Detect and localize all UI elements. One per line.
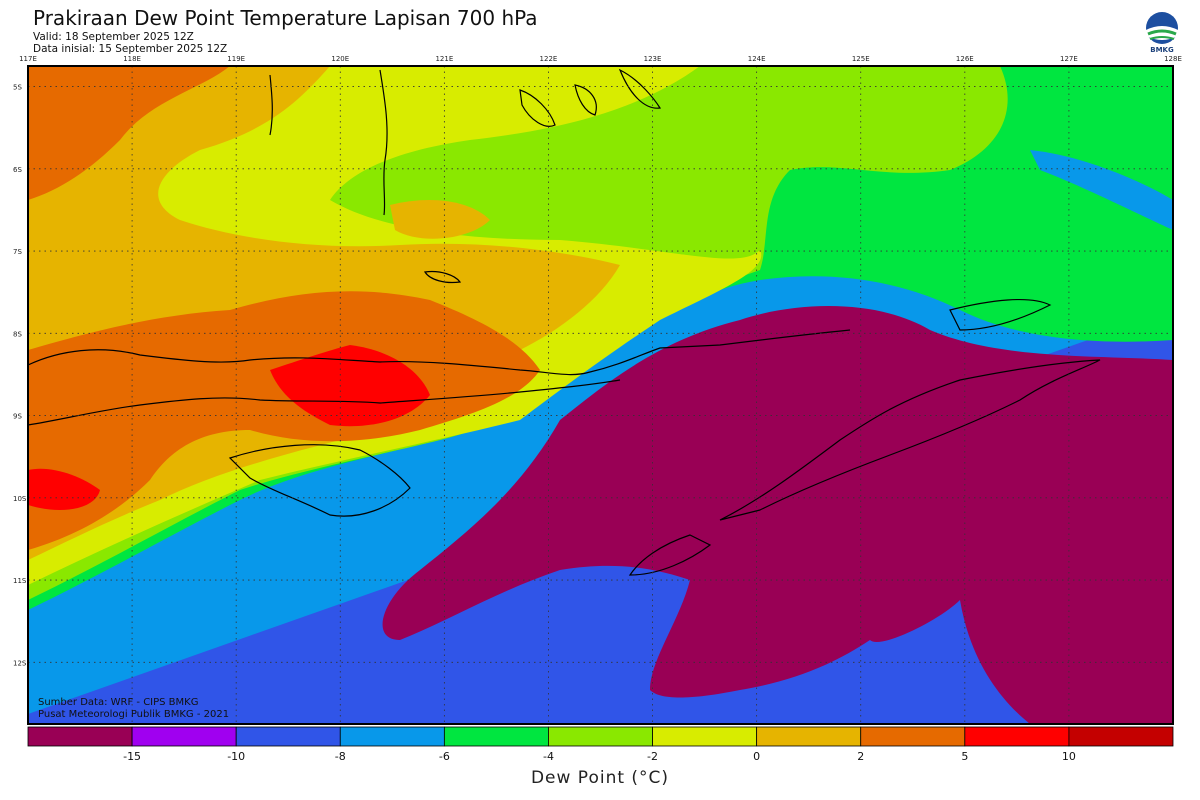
lat-tick-label: 8S (13, 330, 22, 338)
lat-tick-label: 11S (13, 577, 27, 585)
colorbar-tick-label: -6 (438, 750, 450, 763)
colorbar-swatch (860, 726, 966, 747)
lon-tick-label: 128E (1164, 55, 1182, 63)
lon-tick-label: 123E (644, 55, 662, 63)
lat-tick-label: 5S (13, 84, 22, 92)
colorbar-tick-label: -10 (227, 750, 246, 763)
coastlines (27, 68, 1101, 576)
colorbar-swatch (235, 726, 341, 747)
colorbar-swatch (548, 726, 653, 747)
lat-tick-label: 10S (13, 495, 27, 503)
lon-tick-label: 120E (331, 55, 349, 63)
init-time: Data inisial: 15 September 2025 12Z (33, 43, 228, 55)
lon-tick-label: 119E (227, 55, 245, 63)
colorbar-tick-label: 0 (753, 750, 761, 763)
colorbar-tick-label: 2 (857, 750, 865, 763)
dew-point-field (28, 66, 1173, 724)
lon-tick-label: 121E (435, 55, 453, 63)
lon-tick-label: 117E (19, 55, 37, 63)
colorbar-swatch (964, 726, 1070, 747)
colorbar-swatch (339, 726, 445, 747)
colorbar (27, 726, 1174, 747)
colorbar-title: Dew Point (°C) (530, 768, 670, 788)
lon-tick-label: 125E (852, 55, 870, 63)
lon-tick-label: 127E (1060, 55, 1078, 63)
lat-tick-label: 7S (13, 248, 22, 256)
colorbar-tick-label: 5 (961, 750, 969, 763)
lat-tick-label: 9S (13, 413, 22, 421)
colorbar-swatch (443, 726, 549, 747)
lon-tick-label: 122E (540, 55, 558, 63)
lat-tick-label: 12S (13, 659, 27, 667)
colorbar-tick-label: 10 (1061, 750, 1076, 763)
lon-tick-label: 126E (956, 55, 974, 63)
colorbar-tick-label: -2 (647, 750, 659, 763)
lon-tick-label: 118E (123, 55, 141, 63)
colorbar-tick-label: -4 (542, 750, 554, 763)
colorbar-swatch (27, 726, 133, 747)
organization-credit: Pusat Meteorologi Publik BMKG - 2021 (38, 709, 230, 720)
data-source-credit: Sumber Data: WRF - CIPS BMKG (38, 697, 199, 708)
colorbar-swatch (1068, 726, 1174, 747)
map-frame (27, 65, 1174, 725)
colorbar-tick-label: -8 (334, 750, 346, 763)
colorbar-swatch (652, 726, 758, 747)
lon-tick-label: 124E (748, 55, 766, 63)
bmkg-logo-icon (1146, 12, 1178, 44)
colorbar-swatch (131, 726, 237, 747)
colorbar-swatch (756, 726, 862, 747)
lat-lon-grid (27, 66, 1174, 724)
valid-time: Valid: 18 September 2025 12Z (33, 31, 194, 43)
map-title: Prakiraan Dew Point Temperature Lapisan … (33, 6, 538, 30)
logo-text: BMKG (1150, 46, 1174, 54)
lat-tick-label: 6S (13, 166, 22, 174)
colorbar-tick-label: -15 (123, 750, 142, 763)
